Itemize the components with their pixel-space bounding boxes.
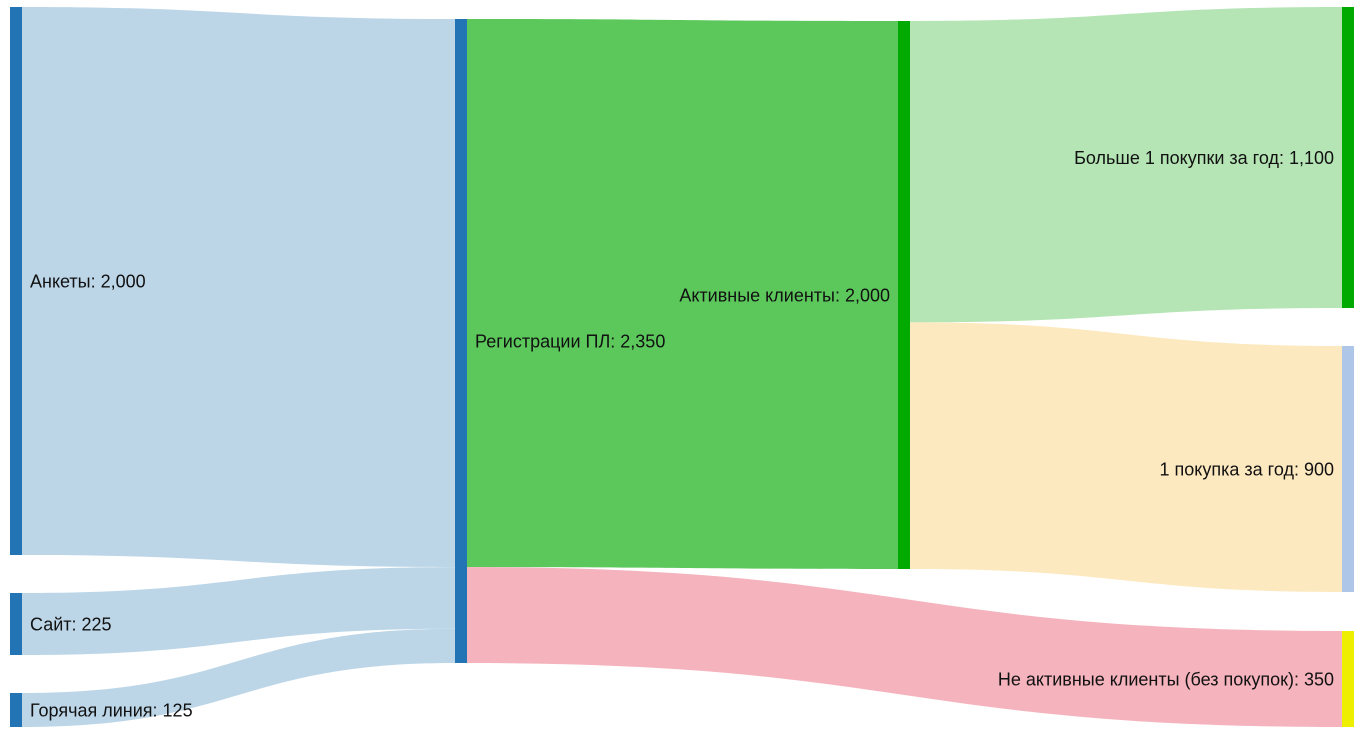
node-aktivnye	[898, 21, 910, 569]
node-label-registracii: Регистрации ПЛ: 2,350	[475, 331, 665, 351]
link-goryachaya-to-registracii	[22, 628, 455, 727]
node-bolshe1	[1342, 7, 1354, 308]
link-ankety-to-registracii	[22, 7, 455, 568]
node-label-aktivnye: Активные клиенты: 2,000	[679, 285, 890, 305]
sankey-links	[22, 7, 1342, 727]
node-goryachaya	[10, 693, 22, 727]
link-aktivnye-to-bolshe1	[910, 7, 1342, 323]
node-label-ankety: Анкеты: 2,000	[30, 271, 146, 291]
node-ankety	[10, 7, 22, 555]
sankey-labels: Анкеты: 2,000 Сайт: 225 Горячая линия: 125…	[30, 148, 1334, 720]
node-label-goryachaya: Горячая линия: 125	[30, 700, 193, 720]
link-registracii-to-aktivnye	[467, 19, 898, 569]
sankey-nodes	[10, 7, 1354, 727]
node-label-bolshe1: Больше 1 покупки за год: 1,100	[1074, 148, 1334, 168]
node-label-neaktivnye: Не активные клиенты (без покупок): 350	[998, 669, 1334, 689]
node-label-sait: Сайт: 225	[30, 614, 112, 634]
link-registracii-to-neaktivnye	[467, 567, 1342, 727]
node-label-odna: 1 покупка за год: 900	[1160, 459, 1334, 479]
node-registracii	[455, 19, 467, 663]
node-neaktivnye	[1342, 631, 1354, 727]
link-sait-to-registracii	[22, 567, 455, 655]
node-sait	[10, 593, 22, 655]
node-odna	[1342, 346, 1354, 592]
link-aktivnye-to-odna	[910, 322, 1342, 592]
